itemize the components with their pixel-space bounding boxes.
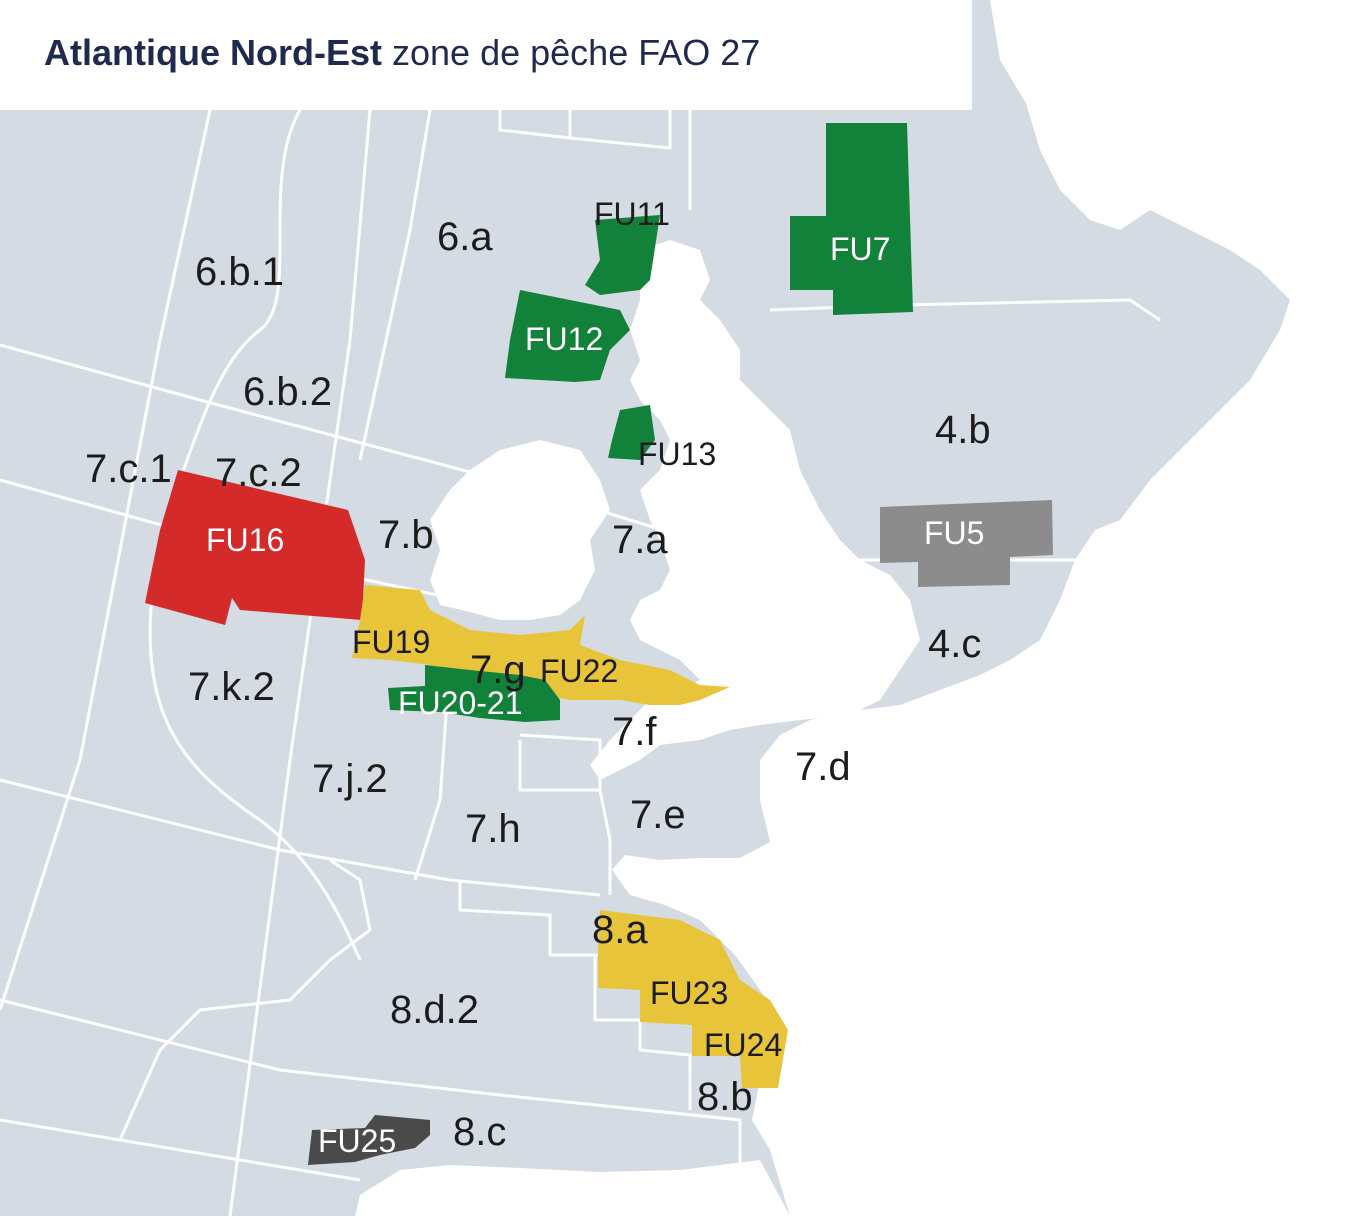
fu7-shape bbox=[790, 123, 913, 315]
area-label: 7.j.2 bbox=[312, 757, 388, 801]
fu13-shape bbox=[608, 405, 655, 460]
fu-label: FU12 bbox=[525, 321, 603, 357]
fu19-22-shape bbox=[352, 585, 730, 705]
fu-label: FU7 bbox=[830, 231, 890, 267]
area-label: 7.a bbox=[612, 518, 668, 562]
area-label: 8.a bbox=[592, 908, 648, 952]
area-label: 4.b bbox=[935, 408, 991, 452]
title-bold: Atlantique Nord-Est bbox=[44, 32, 382, 73]
area-label: 7.b bbox=[378, 513, 434, 557]
fu20-21-shape bbox=[388, 665, 560, 722]
area-label: 8.b bbox=[697, 1075, 753, 1119]
fu-labels: FU11 FU7 FU12 FU13 FU5 FU16 FU19 FU22 FU… bbox=[206, 196, 984, 1159]
fu-label: FU20-21 bbox=[398, 685, 523, 721]
fu-label: FU5 bbox=[924, 515, 984, 551]
area-label: 6.b.1 bbox=[195, 250, 284, 294]
fu-label: FU19 bbox=[352, 624, 430, 660]
fu-label: FU16 bbox=[206, 522, 284, 558]
land-iberia bbox=[355, 1160, 790, 1216]
land-europe bbox=[612, 0, 1362, 1216]
fu11-shape bbox=[585, 215, 660, 295]
area-label: 7.e bbox=[630, 793, 686, 837]
area-labels: 6.a 6.b.1 6.b.2 7.c.1 7.c.2 7.b 7.a 7.g … bbox=[85, 215, 991, 1154]
fu-label: FU13 bbox=[638, 436, 716, 472]
map-title: Atlantique Nord-Est zone de pêche FAO 27 bbox=[44, 32, 760, 74]
area-label: 7.f bbox=[612, 710, 657, 754]
area-label: 6.a bbox=[437, 215, 493, 259]
area-label: 7.d bbox=[795, 745, 851, 789]
fu-label: FU22 bbox=[540, 653, 618, 689]
area-label: 7.c.2 bbox=[215, 451, 302, 495]
land-scandinavia bbox=[1010, 0, 1250, 230]
fu5-shape bbox=[880, 500, 1053, 587]
area-label: 4.c bbox=[928, 622, 981, 666]
area-label: 7.k.2 bbox=[188, 665, 275, 709]
fu16-shape bbox=[145, 470, 365, 625]
title-rest: zone de pêche FAO 27 bbox=[392, 32, 761, 73]
fu-label: FU25 bbox=[318, 1123, 396, 1159]
area-label: 6.b.2 bbox=[243, 370, 332, 414]
area-label: 8.c bbox=[453, 1110, 506, 1154]
fu-label: FU11 bbox=[594, 196, 670, 232]
fu12-shape bbox=[505, 290, 630, 382]
fu23-24-shape bbox=[598, 910, 788, 1088]
fu-label: FU23 bbox=[650, 975, 728, 1011]
area-label: 8.d.2 bbox=[390, 988, 479, 1032]
land-ireland bbox=[430, 440, 610, 620]
title-panel: Atlantique Nord-Est zone de pêche FAO 27 bbox=[0, 0, 972, 110]
fu25-shape bbox=[308, 1115, 430, 1165]
area-label: 7.h bbox=[465, 807, 521, 851]
fu-label: FU24 bbox=[704, 1027, 782, 1063]
area-label: 7.g bbox=[470, 648, 526, 692]
functional-units bbox=[145, 123, 1053, 1165]
area-label: 7.c.1 bbox=[85, 447, 172, 491]
land-great-britain bbox=[590, 240, 920, 780]
